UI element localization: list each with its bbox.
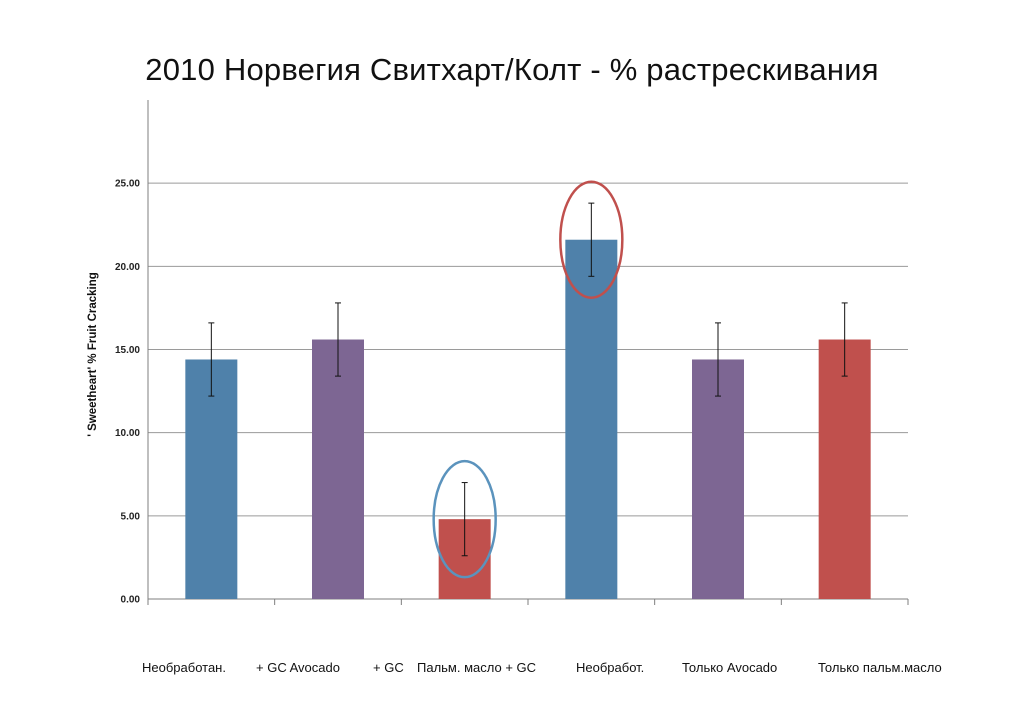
y-tick-label: 15.00: [115, 345, 140, 356]
bar: [818, 339, 871, 599]
y-tick-label: 10.00: [115, 428, 140, 439]
x-tick-label: Только Avocado: [682, 660, 778, 675]
highlight-ellipse: [432, 459, 497, 579]
x-axis-labels: Необработан. + GC Avocado + GC Пальм. масло…: [0, 660, 1024, 680]
x-tick-label: Необработ.: [576, 660, 645, 675]
y-tick-label: 25.00: [115, 179, 140, 190]
bar: [185, 359, 238, 599]
chart-title: 2010 Норвегия Свитхарт/Колт - % растреск…: [145, 52, 879, 87]
bar: [692, 359, 744, 599]
highlight-ellipse: [559, 180, 624, 299]
y-tick-label: 0.00: [121, 595, 141, 606]
y-axis-label: ' Sweetheart' % Fruit Cracking: [87, 272, 99, 437]
x-tick-label: Необработан.: [142, 660, 226, 675]
y-tick-label: 5.00: [121, 511, 141, 522]
x-tick-label: + GC: [373, 660, 404, 675]
bar: [312, 339, 364, 599]
x-tick-label: Пальм. масло + GC: [417, 660, 537, 675]
bar: [565, 239, 618, 599]
y-tick-label: 20.00: [115, 262, 140, 273]
x-tick-label: + GC Avocado: [256, 660, 340, 675]
x-tick-label: Только пальм.масло: [818, 660, 942, 675]
